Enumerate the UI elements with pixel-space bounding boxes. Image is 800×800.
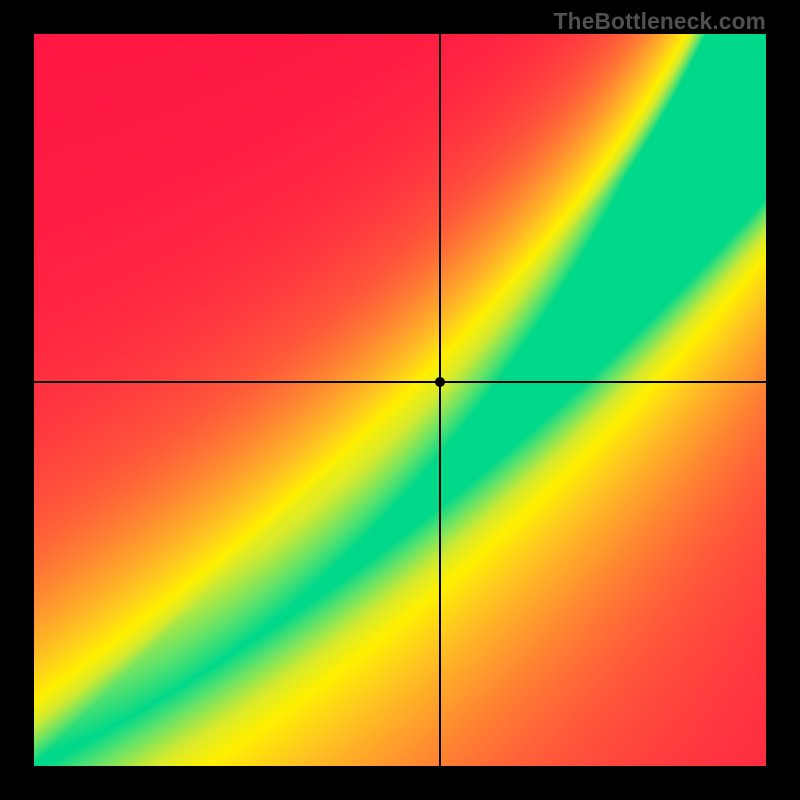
watermark-text: TheBottleneck.com (554, 8, 766, 35)
crosshair-vertical (439, 34, 441, 766)
heatmap-canvas (34, 34, 766, 766)
marker-dot (435, 377, 445, 387)
plot-area (34, 34, 766, 766)
crosshair-horizontal (34, 381, 766, 383)
